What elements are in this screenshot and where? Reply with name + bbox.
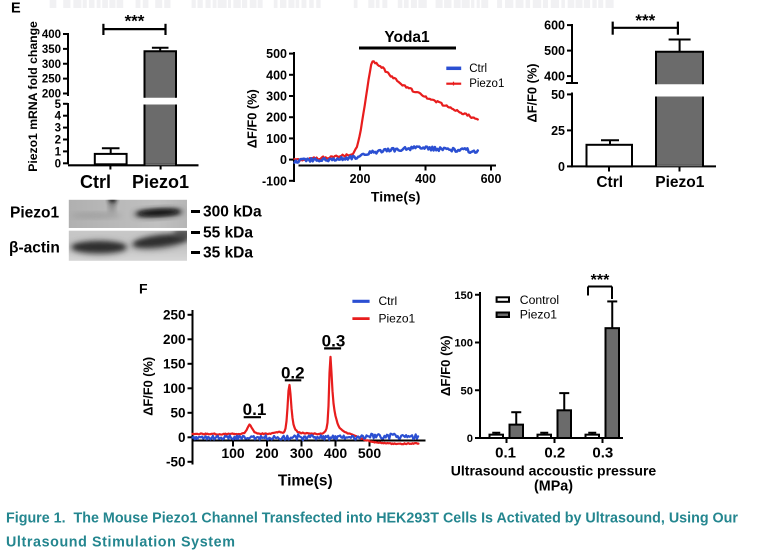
svg-text:200: 200 — [350, 172, 371, 186]
svg-text:***: *** — [635, 11, 655, 30]
svg-text:Piezo1: Piezo1 — [520, 307, 557, 321]
svg-text:Piezo1 mRNA fold change: Piezo1 mRNA fold change — [26, 21, 40, 172]
svg-text:250: 250 — [42, 74, 61, 86]
svg-text:-100: -100 — [262, 174, 287, 188]
svg-text:500: 500 — [544, 44, 565, 58]
svg-text:250: 250 — [163, 308, 186, 323]
svg-text:150: 150 — [454, 290, 473, 302]
svg-text:Control: Control — [520, 293, 559, 307]
svg-text:400: 400 — [266, 68, 287, 82]
svg-text:Time(s): Time(s) — [278, 473, 333, 490]
svg-text:300: 300 — [42, 59, 61, 71]
svg-text:Ctrl: Ctrl — [379, 294, 398, 308]
svg-text:5: 5 — [55, 99, 62, 111]
svg-text:400: 400 — [324, 445, 348, 461]
svg-text:4: 4 — [55, 111, 62, 123]
svg-text:200: 200 — [163, 332, 186, 347]
svg-text:600: 600 — [481, 172, 502, 186]
svg-text:Figure 1. The Mouse Piezo1 Ch: Figure 1. The Mouse Piezo1 Channel Trans… — [6, 511, 738, 527]
svg-text:Piezo1: Piezo1 — [132, 172, 189, 192]
svg-text:ΔF/F0 (%): ΔF/F0 (%) — [245, 89, 260, 148]
svg-text:55 kDa: 55 kDa — [203, 225, 253, 242]
svg-text:0.3: 0.3 — [592, 445, 613, 462]
svg-text:300: 300 — [266, 90, 287, 104]
svg-text:300 kDa: 300 kDa — [203, 204, 262, 221]
svg-text:200: 200 — [266, 111, 287, 125]
svg-text:0: 0 — [280, 153, 287, 167]
svg-text:(MPa): (MPa) — [534, 479, 573, 495]
svg-text:0.2: 0.2 — [281, 364, 305, 383]
svg-text:0.2: 0.2 — [544, 445, 565, 462]
svg-text:Ctrl: Ctrl — [469, 63, 487, 75]
svg-text:3: 3 — [55, 123, 61, 135]
svg-text:35 kDa: 35 kDa — [203, 245, 253, 262]
svg-text:Piezo1: Piezo1 — [655, 174, 704, 191]
svg-text:Ultrasound Stimulation System: Ultrasound Stimulation System — [6, 534, 236, 550]
svg-text:100: 100 — [221, 445, 245, 461]
svg-text:ΔF/F0 (%): ΔF/F0 (%) — [140, 357, 155, 416]
svg-text:Piezo1: Piezo1 — [469, 78, 504, 90]
svg-text:β-actin: β-actin — [9, 240, 60, 257]
svg-text:Yoda1: Yoda1 — [384, 29, 430, 46]
svg-text:0: 0 — [178, 430, 186, 445]
svg-text:Ultrasound accoustic pressure: Ultrasound accoustic pressure — [451, 463, 657, 479]
svg-text:Time(s): Time(s) — [371, 188, 421, 204]
svg-text:Ctrl: Ctrl — [596, 174, 623, 191]
svg-text:400: 400 — [42, 29, 61, 41]
svg-text:1: 1 — [55, 146, 62, 158]
svg-text:500: 500 — [266, 47, 287, 61]
svg-text:2: 2 — [55, 135, 61, 147]
svg-text:200: 200 — [255, 445, 279, 461]
svg-text:600: 600 — [544, 19, 565, 33]
svg-text:ΔF/F0 (%): ΔF/F0 (%) — [525, 64, 540, 123]
svg-text:350: 350 — [42, 44, 61, 56]
svg-text:25: 25 — [551, 124, 565, 138]
svg-text:50: 50 — [461, 385, 473, 397]
svg-text:50: 50 — [551, 88, 565, 102]
svg-text:ΔF/F0 (%): ΔF/F0 (%) — [438, 335, 453, 396]
svg-text:100: 100 — [266, 132, 287, 146]
svg-text:300: 300 — [290, 445, 314, 461]
svg-text:Piezo1: Piezo1 — [10, 205, 59, 222]
svg-text:***: *** — [591, 272, 610, 289]
svg-text:0.3: 0.3 — [322, 331, 346, 350]
svg-text:400: 400 — [415, 172, 436, 186]
svg-text:50: 50 — [170, 406, 185, 421]
svg-text:0.1: 0.1 — [495, 445, 516, 462]
svg-text:-50: -50 — [166, 455, 186, 470]
svg-text:400: 400 — [544, 70, 565, 84]
svg-text:0: 0 — [558, 160, 565, 174]
svg-text:500: 500 — [358, 445, 382, 461]
svg-text:Ctrl: Ctrl — [80, 172, 111, 192]
svg-text:E: E — [11, 1, 21, 17]
svg-text:0: 0 — [55, 158, 61, 170]
svg-text:***: *** — [125, 12, 145, 31]
svg-text:Piezo1: Piezo1 — [379, 311, 416, 325]
svg-text:150: 150 — [163, 357, 186, 372]
svg-text:F: F — [139, 281, 148, 297]
svg-text:0.1: 0.1 — [243, 400, 267, 419]
svg-text:0: 0 — [467, 433, 473, 445]
svg-text:100: 100 — [454, 338, 473, 350]
svg-text:100: 100 — [163, 381, 186, 396]
svg-text:200: 200 — [42, 89, 61, 101]
